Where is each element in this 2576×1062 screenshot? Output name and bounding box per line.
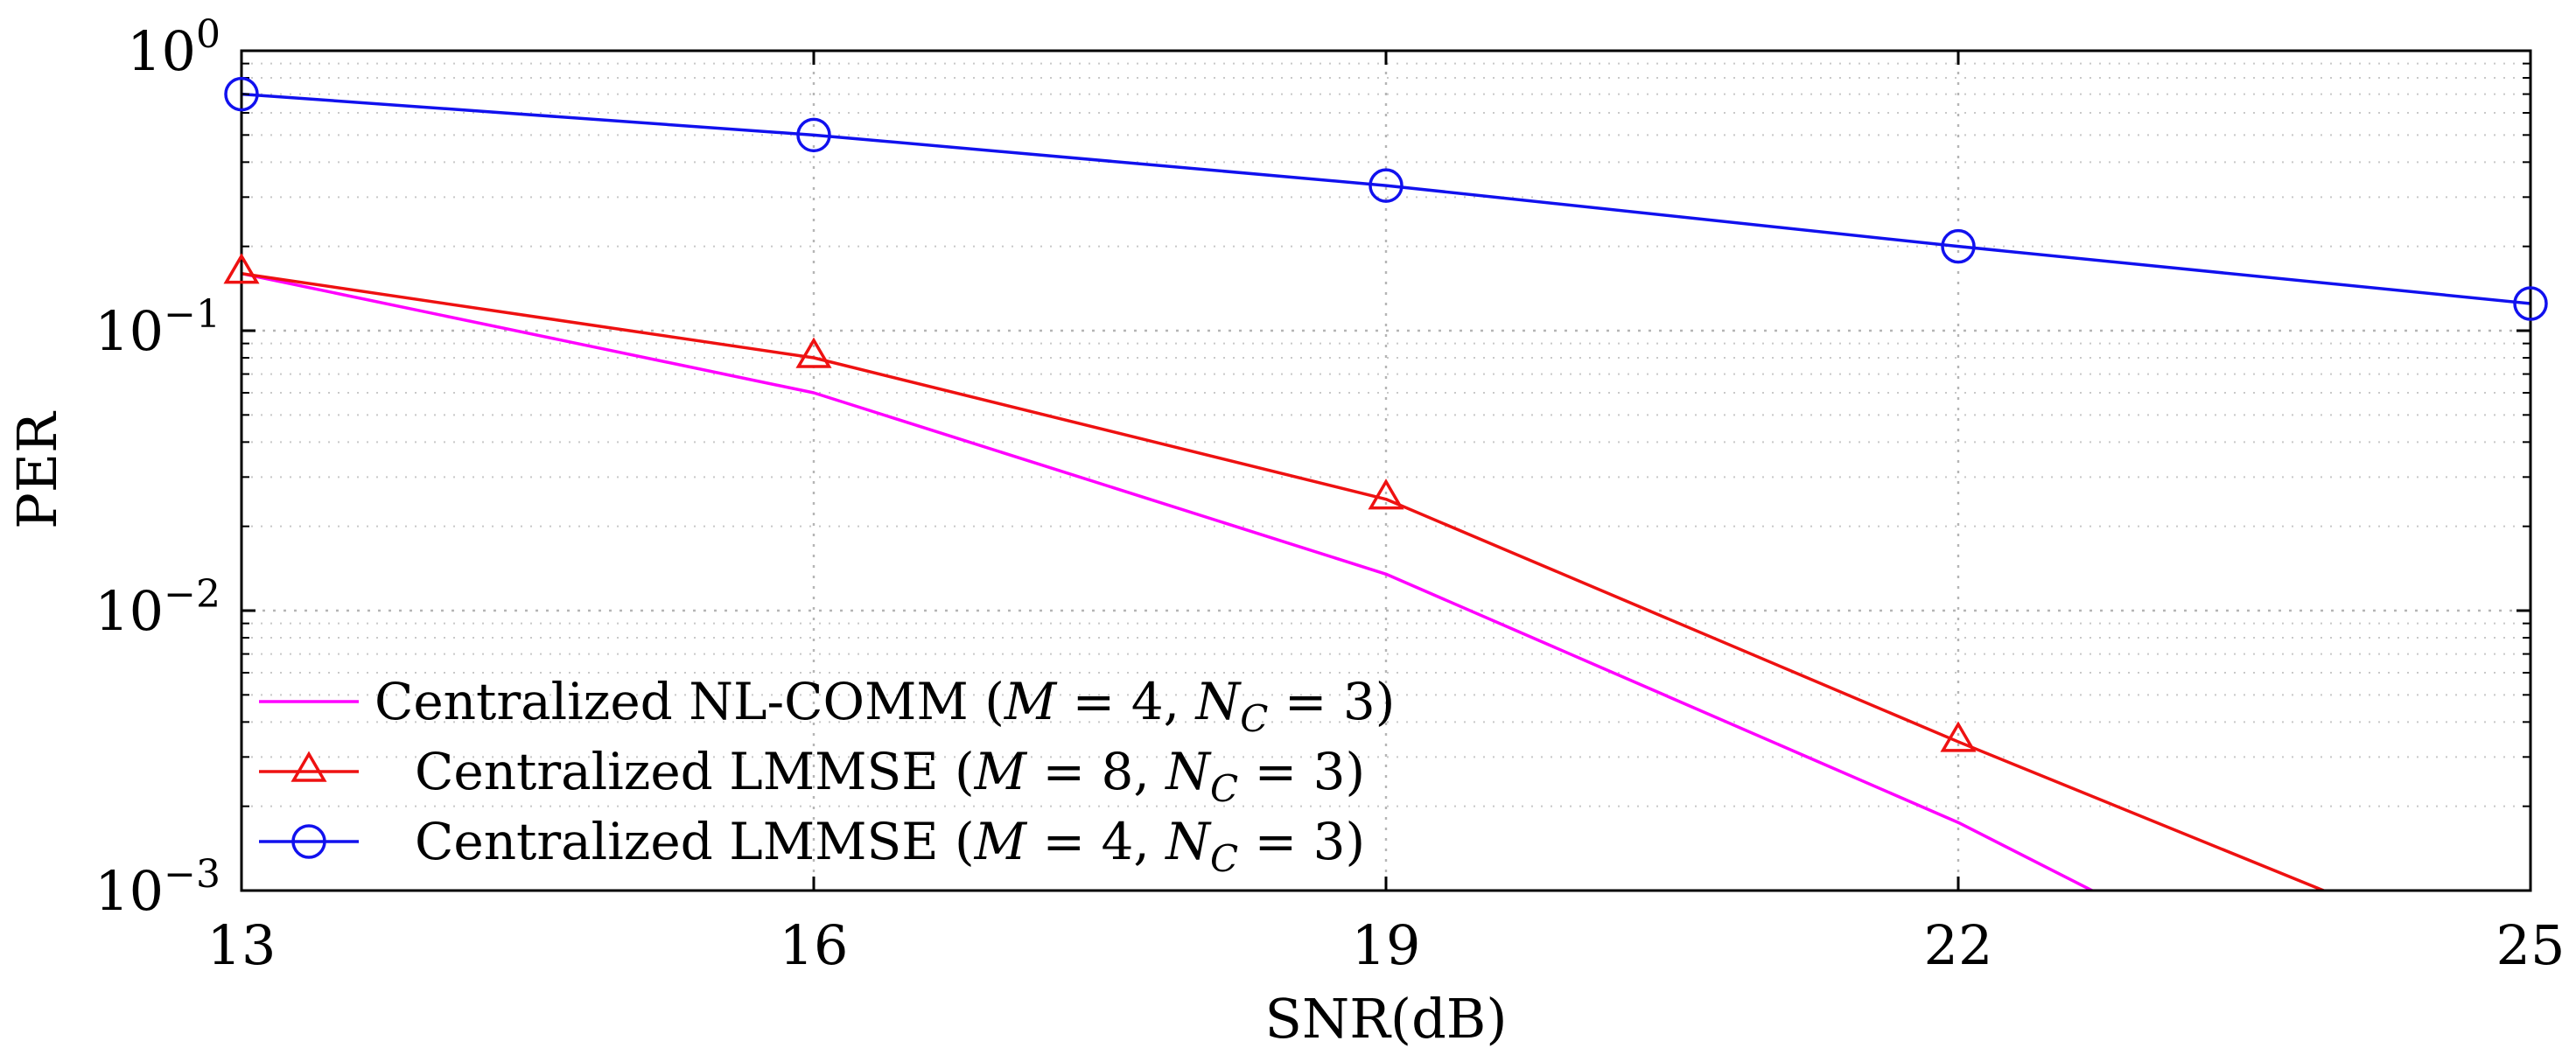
y-tick-exponent: −3 (164, 852, 220, 897)
series-line-2 (242, 271, 2328, 891)
legend-entry-label: Centralized LMMSE (M = 4, NC = 3) (415, 812, 1365, 880)
legend-text-prefix: Centralized LMMSE ( (415, 812, 975, 871)
x-axis-title: SNR(dB) (1264, 987, 1507, 1051)
legend-var-n-value: = 3) (1238, 812, 1365, 871)
y-tick-exponent: 0 (196, 12, 220, 57)
grid (242, 51, 2530, 891)
legend-var-m-value: = 4, (1026, 812, 1166, 871)
axis-ticks (240, 49, 2532, 892)
legend-text-prefix: Centralized LMMSE ( (415, 742, 975, 801)
y-tick-exponent: −2 (164, 572, 220, 617)
legend-var-n-value: = 3) (1268, 672, 1395, 731)
y-tick-base: 10 (94, 299, 164, 363)
series-3-point (224, 76, 259, 112)
series-2-point (223, 253, 260, 284)
series-2-point (1368, 479, 1404, 510)
series-lines (242, 92, 2530, 891)
legend-var-n: N (1194, 672, 1242, 731)
legend-var-n-value: = 3) (1238, 742, 1365, 801)
legend-entry-label: Centralized LMMSE (M = 8, NC = 3) (415, 742, 1365, 810)
y-tick-label: 10−3 (94, 852, 220, 923)
series-3-point (1941, 228, 1976, 264)
legend-var-n: N (1164, 742, 1212, 801)
legend-var-n-sub: C (1210, 767, 1238, 810)
legend-var-m: M (1004, 672, 1058, 731)
series-3-point (796, 117, 831, 153)
legend-entry-label: Centralized NL-COMM (M = 4, NC = 3) (374, 672, 1395, 740)
y-tick-base: 10 (94, 859, 164, 923)
legend-var-m-value: = 8, (1026, 742, 1166, 801)
legend-var-m-value: = 4, (1056, 672, 1195, 731)
series-2-point (1940, 721, 1977, 752)
x-tick-label: 22 (1924, 913, 1993, 977)
legend: Centralized NL-COMM (M = 4, NC = 3)Centr… (259, 672, 1395, 880)
legend-var-n-sub: C (1210, 837, 1238, 880)
y-tick-base: 10 (127, 19, 196, 83)
x-tick-label: 25 (2496, 913, 2566, 977)
y-tick-label: 10−2 (94, 572, 220, 643)
legend-text-prefix: Centralized NL-COMM ( (374, 672, 1004, 731)
x-tick-label: 19 (1352, 913, 1421, 977)
series-2-point (795, 337, 832, 368)
series-3-point (2513, 286, 2548, 321)
y-tick-base: 10 (94, 579, 164, 643)
series-markers (223, 76, 2548, 752)
legend-var-n-sub: C (1240, 697, 1268, 740)
y-axis-title: PER (5, 410, 69, 529)
y-tick-label: 10−1 (94, 292, 220, 363)
legend-var-m: M (974, 742, 1028, 801)
y-tick-label: 100 (127, 12, 220, 83)
series-line-3 (242, 92, 2530, 305)
series-3-point (1368, 168, 1404, 203)
legend-var-m: M (974, 812, 1028, 871)
legend-swatch-marker (291, 824, 326, 859)
x-tick-label: 13 (207, 913, 276, 977)
y-tick-exponent: −1 (164, 292, 220, 337)
x-tick-label: 16 (780, 913, 849, 977)
series-line-1 (242, 271, 2096, 891)
legend-swatch-marker (290, 751, 327, 782)
legend-var-n: N (1164, 812, 1212, 871)
